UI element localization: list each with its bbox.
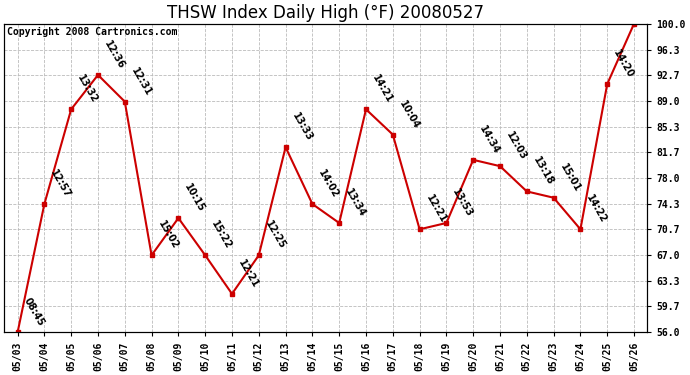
Text: 08:45: 08:45 xyxy=(21,296,46,328)
Text: 15:01: 15:01 xyxy=(558,162,582,194)
Text: 12:25: 12:25 xyxy=(263,219,287,251)
Text: 13:18: 13:18 xyxy=(531,155,555,187)
Text: 12:31: 12:31 xyxy=(129,66,153,98)
Text: 13:32: 13:32 xyxy=(75,73,99,105)
Title: THSW Index Daily High (°F) 20080527: THSW Index Daily High (°F) 20080527 xyxy=(167,4,484,22)
Text: 14:02: 14:02 xyxy=(317,168,341,200)
Text: 12:57: 12:57 xyxy=(48,168,72,200)
Text: 10:04: 10:04 xyxy=(397,99,421,130)
Text: 14:34: 14:34 xyxy=(477,124,502,156)
Text: 12:21: 12:21 xyxy=(236,258,260,290)
Text: 12:03: 12:03 xyxy=(504,130,529,162)
Text: 10:15: 10:15 xyxy=(183,182,207,214)
Text: 13:53: 13:53 xyxy=(451,187,475,219)
Text: 12:21: 12:21 xyxy=(424,193,448,225)
Text: 14:22: 14:22 xyxy=(584,193,609,225)
Text: Copyright 2008 Cartronics.com: Copyright 2008 Cartronics.com xyxy=(8,27,178,37)
Text: 15:22: 15:22 xyxy=(209,219,233,251)
Text: 13:34: 13:34 xyxy=(344,187,368,219)
Text: 12:36: 12:36 xyxy=(102,39,126,71)
Text: 15:02: 15:02 xyxy=(156,219,180,251)
Text: 13:33: 13:33 xyxy=(290,111,314,143)
Text: 14:20: 14:20 xyxy=(611,48,635,80)
Text: 14:21: 14:21 xyxy=(370,73,394,105)
